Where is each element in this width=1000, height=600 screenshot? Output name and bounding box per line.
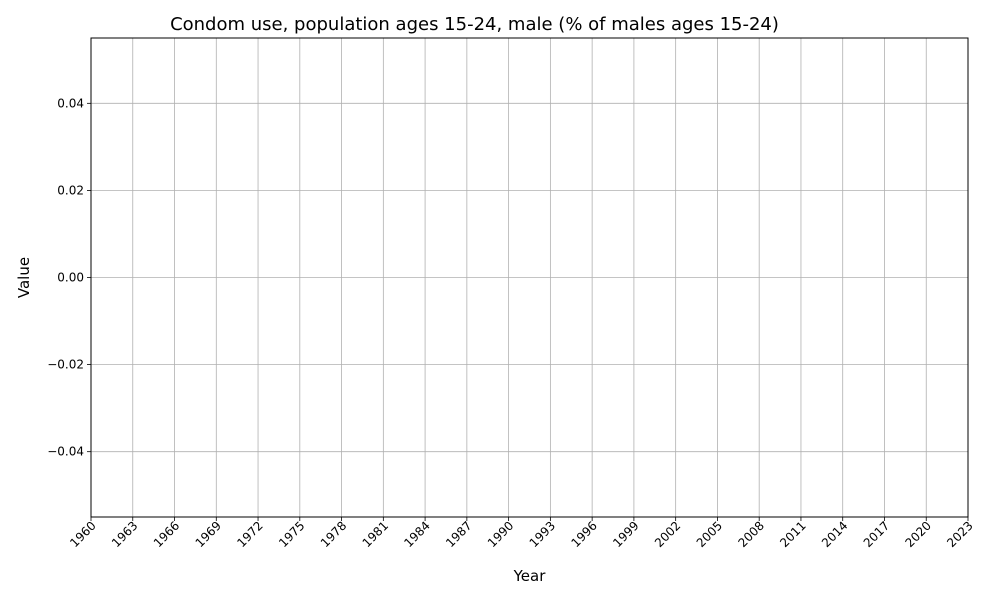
y-tick-label: −0.02 (47, 358, 84, 372)
x-axis-label: Year (513, 567, 547, 585)
y-tick-label: 0.02 (57, 183, 84, 197)
y-tick-label: −0.04 (47, 445, 84, 459)
y-tick-label: 0.00 (57, 271, 84, 285)
y-tick-label: 0.04 (57, 96, 84, 110)
grid (90, 38, 969, 517)
y-axis-label: Value (15, 257, 33, 298)
chart-title: Condom use, population ages 15-24, male … (170, 14, 779, 35)
y-axis-ticks: −0.04 −0.02 0.00 0.02 0.04 (47, 96, 91, 459)
